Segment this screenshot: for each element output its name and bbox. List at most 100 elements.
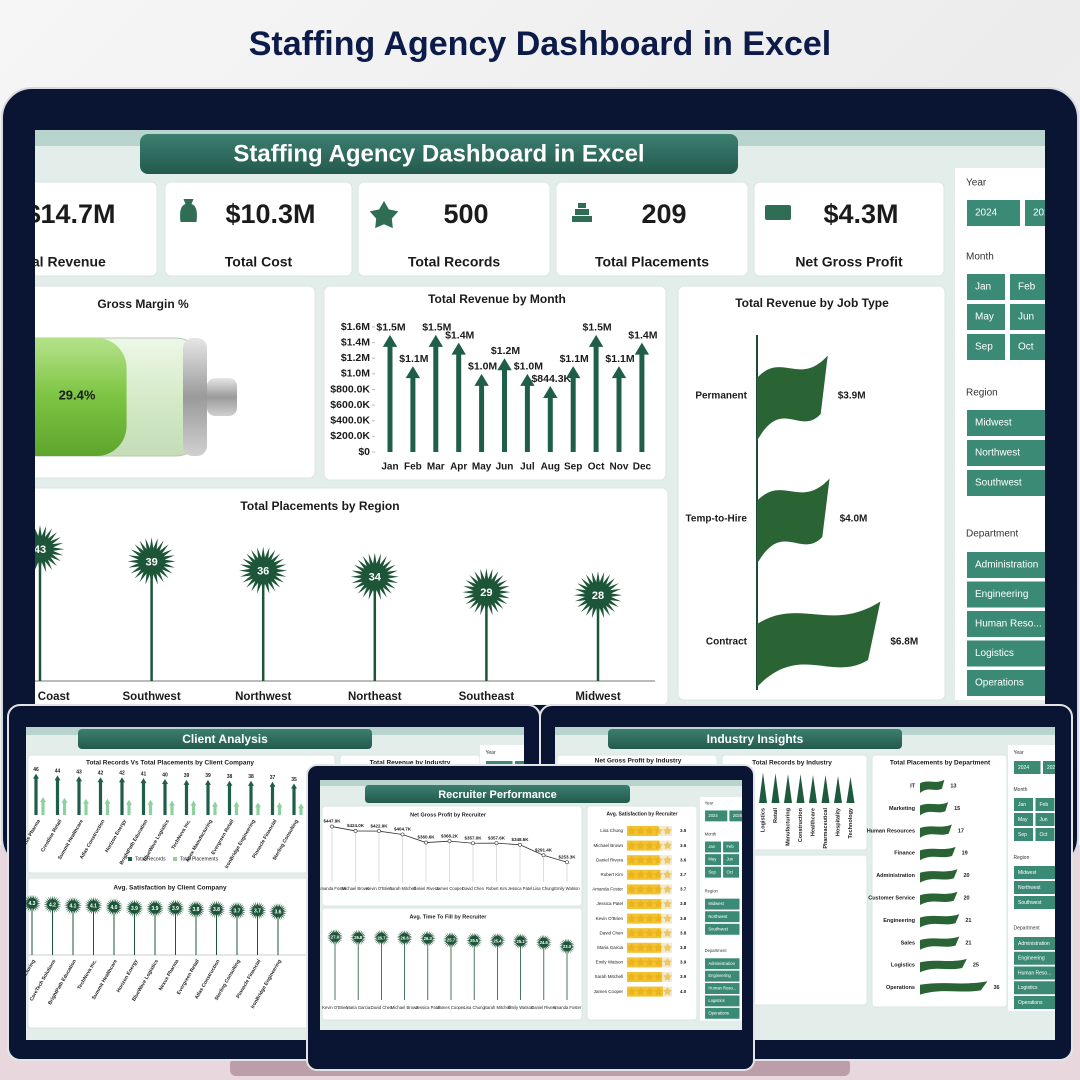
slicer-button[interactable] xyxy=(1010,304,1048,330)
slicer-button[interactable] xyxy=(1043,761,1070,774)
marker xyxy=(400,832,405,837)
icon xyxy=(369,201,399,229)
slicer-button[interactable] xyxy=(1014,981,1055,995)
star-icon xyxy=(645,899,654,908)
x-tick-label: May xyxy=(472,462,492,473)
slicer-button[interactable] xyxy=(967,274,1005,300)
slicer-button[interactable] xyxy=(1014,996,1055,1009)
slicer-button[interactable] xyxy=(967,410,1049,436)
y-tick-label: $1.6M xyxy=(341,321,370,333)
slicer-button[interactable] xyxy=(1010,274,1048,300)
slicer-button[interactable] xyxy=(705,841,721,853)
slicer-button[interactable] xyxy=(723,841,740,853)
legend-swatch xyxy=(173,857,177,861)
star-icon xyxy=(627,899,636,908)
slicer-button[interactable] xyxy=(723,854,740,866)
data-label: $253.3K xyxy=(558,854,576,859)
starburst xyxy=(396,929,413,946)
star-icon xyxy=(645,870,654,879)
kpi-label: Total Revenue xyxy=(11,254,106,270)
bar xyxy=(212,801,218,815)
slicer-button[interactable] xyxy=(705,911,740,923)
slicer-button[interactable] xyxy=(705,866,721,878)
bar xyxy=(226,780,233,815)
slicer-button[interactable] xyxy=(1010,334,1048,360)
category-label: Temp-to-Hire xyxy=(686,514,748,525)
slicer-button[interactable] xyxy=(705,923,740,935)
slicer-button[interactable] xyxy=(705,854,721,866)
slicer-button[interactable] xyxy=(705,810,728,822)
slicer-button[interactable] xyxy=(967,304,1005,330)
x-tick-label: Maria Garcia xyxy=(346,1005,371,1010)
slicer-button[interactable] xyxy=(705,995,740,1007)
marker xyxy=(494,841,499,846)
starburst xyxy=(373,929,390,946)
x-tick-label: Emily Watson xyxy=(508,1005,534,1010)
slicer-button[interactable] xyxy=(705,970,740,982)
slicer-button[interactable] xyxy=(1014,761,1041,774)
slicer-button[interactable] xyxy=(705,983,740,994)
slicer-button[interactable] xyxy=(723,866,740,878)
flag-bar xyxy=(920,779,945,793)
data-label: 42 xyxy=(98,771,104,777)
slicer-button[interactable] xyxy=(1025,200,1078,226)
data-label: 25.4 xyxy=(493,938,502,943)
data-label: 3.5 xyxy=(680,828,687,833)
data-label: $1.1M xyxy=(605,353,634,365)
slicer-button[interactable] xyxy=(1014,896,1055,909)
slicer-title: Department xyxy=(1014,925,1041,931)
slicer-button[interactable] xyxy=(967,670,1049,696)
data-label: $1.4M xyxy=(445,329,474,341)
slicer-button[interactable] xyxy=(1014,881,1055,894)
data-label: 34 xyxy=(369,572,382,584)
x-tick-label: Retail xyxy=(773,808,779,823)
data-label: 36 xyxy=(257,566,269,578)
slicer-button[interactable] xyxy=(1014,828,1033,841)
card xyxy=(323,285,667,481)
star-icon xyxy=(627,826,636,835)
slicer-button[interactable] xyxy=(967,470,1049,496)
slicer-button[interactable] xyxy=(1014,937,1055,950)
chart-title: Net Gross Profit by Recruiter xyxy=(410,812,487,818)
data-label: 26.7 xyxy=(377,935,386,940)
data-label: 25.2 xyxy=(517,939,526,944)
slicer-button[interactable] xyxy=(967,200,1020,226)
slicer-button[interactable] xyxy=(1014,866,1055,879)
flag-bar xyxy=(757,601,881,687)
star-icon xyxy=(645,884,654,894)
data-label: 29 xyxy=(480,587,492,599)
slicer-button[interactable] xyxy=(1014,798,1033,811)
star-icon xyxy=(636,987,645,996)
slicer-button[interactable] xyxy=(705,898,740,910)
slicer-button[interactable] xyxy=(1014,951,1055,965)
data-label: 15 xyxy=(954,806,960,812)
slicer-button[interactable] xyxy=(1035,813,1055,826)
chart-title: Avg. Satisfaction by Client Company xyxy=(113,885,227,892)
slicer-button[interactable] xyxy=(729,810,751,822)
data-label: 3.9 xyxy=(152,906,159,912)
slicer-button[interactable] xyxy=(967,552,1049,578)
slicer-button[interactable] xyxy=(1014,966,1055,980)
rating-bar xyxy=(627,972,663,982)
bar xyxy=(183,779,190,815)
slicer-button[interactable] xyxy=(967,611,1049,637)
slicer-button[interactable] xyxy=(705,1007,740,1019)
legend-swatch xyxy=(128,857,132,861)
chart-title: Gross Margin % xyxy=(97,297,189,311)
slicer-button[interactable] xyxy=(967,640,1049,667)
slicer-button[interactable] xyxy=(967,440,1049,466)
bar xyxy=(298,803,304,815)
data-label: 4.1 xyxy=(70,904,77,910)
slicer-button[interactable] xyxy=(1014,813,1033,826)
bar xyxy=(520,373,535,452)
data-label: 3.7 xyxy=(254,908,261,914)
marker xyxy=(541,853,546,858)
slicer-button[interactable] xyxy=(967,581,1049,608)
x-tick-label: Lisa Chung xyxy=(464,1005,486,1010)
slicer-button[interactable] xyxy=(1035,828,1055,841)
x-tick-label: David Chen xyxy=(370,1005,393,1010)
slicer-button[interactable] xyxy=(1035,798,1055,811)
slicer-button[interactable] xyxy=(967,334,1005,360)
slicer-button[interactable] xyxy=(705,958,740,970)
